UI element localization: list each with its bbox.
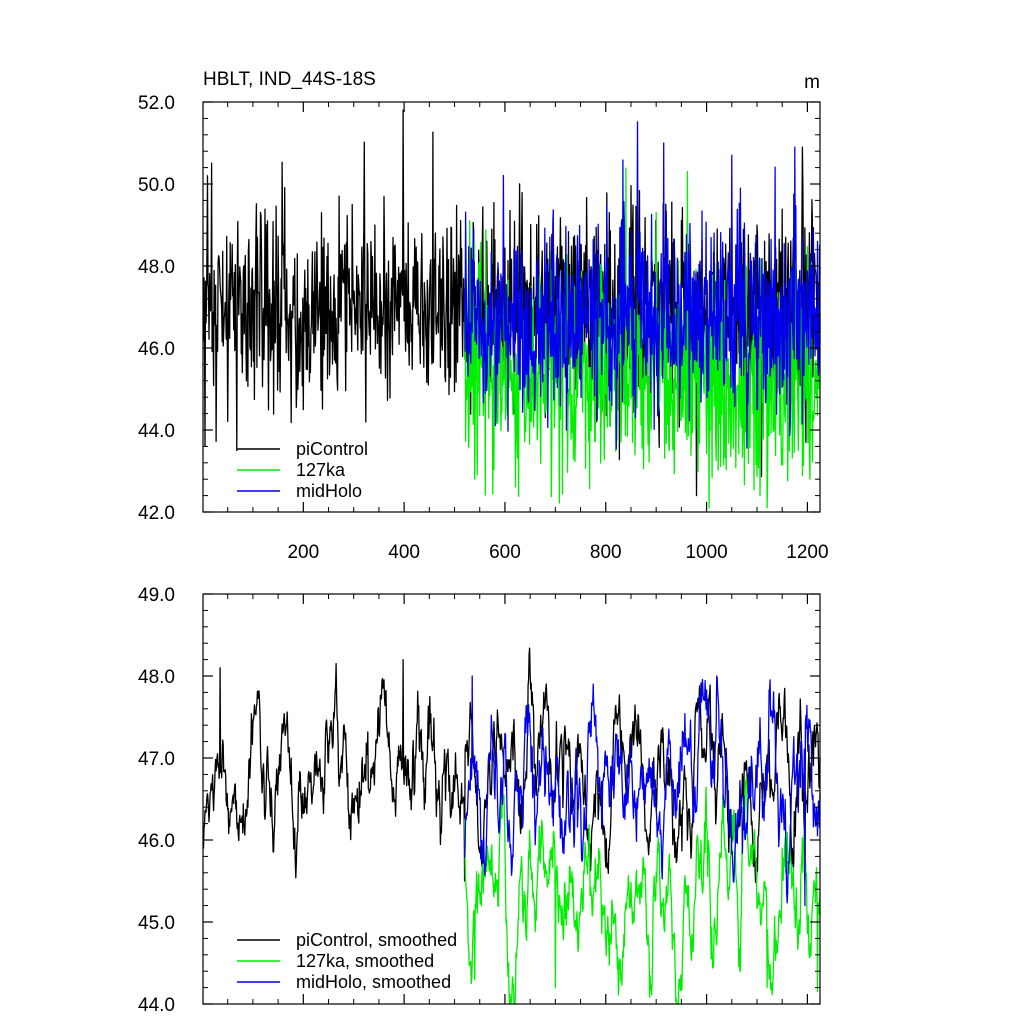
bottom-series-group bbox=[202, 647, 821, 1005]
bottom-ytick-label: 46.0 bbox=[138, 831, 175, 852]
top-ytick-label: 46.0 bbox=[138, 339, 175, 360]
bottom-series-line-127ka-smoothed bbox=[463, 776, 821, 1005]
top-xtick-label: 1000 bbox=[685, 542, 727, 563]
top-plot-frame bbox=[202, 101, 821, 513]
top-series-line-picontrol bbox=[202, 109, 821, 497]
bottom-ytick-label: 44.0 bbox=[138, 995, 175, 1016]
bottom-ytick-label: 45.0 bbox=[138, 913, 175, 934]
top-ytick-label: 44.0 bbox=[138, 421, 175, 442]
top-legend-label: midHolo bbox=[296, 481, 362, 501]
top-ytick-label: 42.0 bbox=[138, 503, 175, 524]
bottom-axis-ticks: 44.0 45.0 46.0 47.0 48.0 49.0 bbox=[138, 585, 820, 1016]
top-legend-label: 127ka bbox=[296, 460, 346, 480]
top-axis-ticks: 42.0 44.0 46.0 48.0 50.0 52.0 200 400 600 800 1000… bbox=[138, 93, 829, 563]
top-legend-label: piControl bbox=[296, 439, 368, 459]
figure-title: HBLT, IND_44S-18S bbox=[203, 69, 376, 90]
bottom-ytick-label: 47.0 bbox=[138, 749, 175, 770]
top-series-line-midholo bbox=[463, 121, 821, 450]
bottom-ytick-label: 49.0 bbox=[138, 585, 175, 606]
units-label: m bbox=[804, 72, 820, 93]
bottom-legend-label: piControl, smoothed bbox=[296, 930, 457, 950]
top-ytick-label: 50.0 bbox=[138, 175, 175, 196]
panel-top: 42.0 44.0 46.0 48.0 50.0 52.0 200 400 600 800 1000… bbox=[138, 93, 829, 563]
top-series-group bbox=[202, 109, 821, 509]
bottom-plot-frame bbox=[202, 593, 821, 1005]
top-xtick-label: 200 bbox=[287, 542, 319, 563]
top-ytick-label: 52.0 bbox=[138, 93, 175, 114]
top-xtick-label: 400 bbox=[388, 542, 420, 563]
bottom-legend-label: midHolo, smoothed bbox=[296, 972, 451, 992]
top-xtick-label: 800 bbox=[590, 542, 622, 563]
bottom-series-line-picontrol-smoothed bbox=[202, 647, 821, 884]
panel-bottom: 44.0 45.0 46.0 47.0 48.0 49.0 piControl, smoo… bbox=[138, 585, 821, 1016]
top-ytick-label: 48.0 bbox=[138, 257, 175, 278]
bottom-series-line-midholo-smoothed bbox=[463, 675, 821, 907]
bottom-ytick-label: 48.0 bbox=[138, 667, 175, 688]
bottom-legend-label: 127ka, smoothed bbox=[296, 951, 434, 971]
top-xtick-label: 1200 bbox=[786, 542, 828, 563]
top-xtick-label: 600 bbox=[489, 542, 521, 563]
